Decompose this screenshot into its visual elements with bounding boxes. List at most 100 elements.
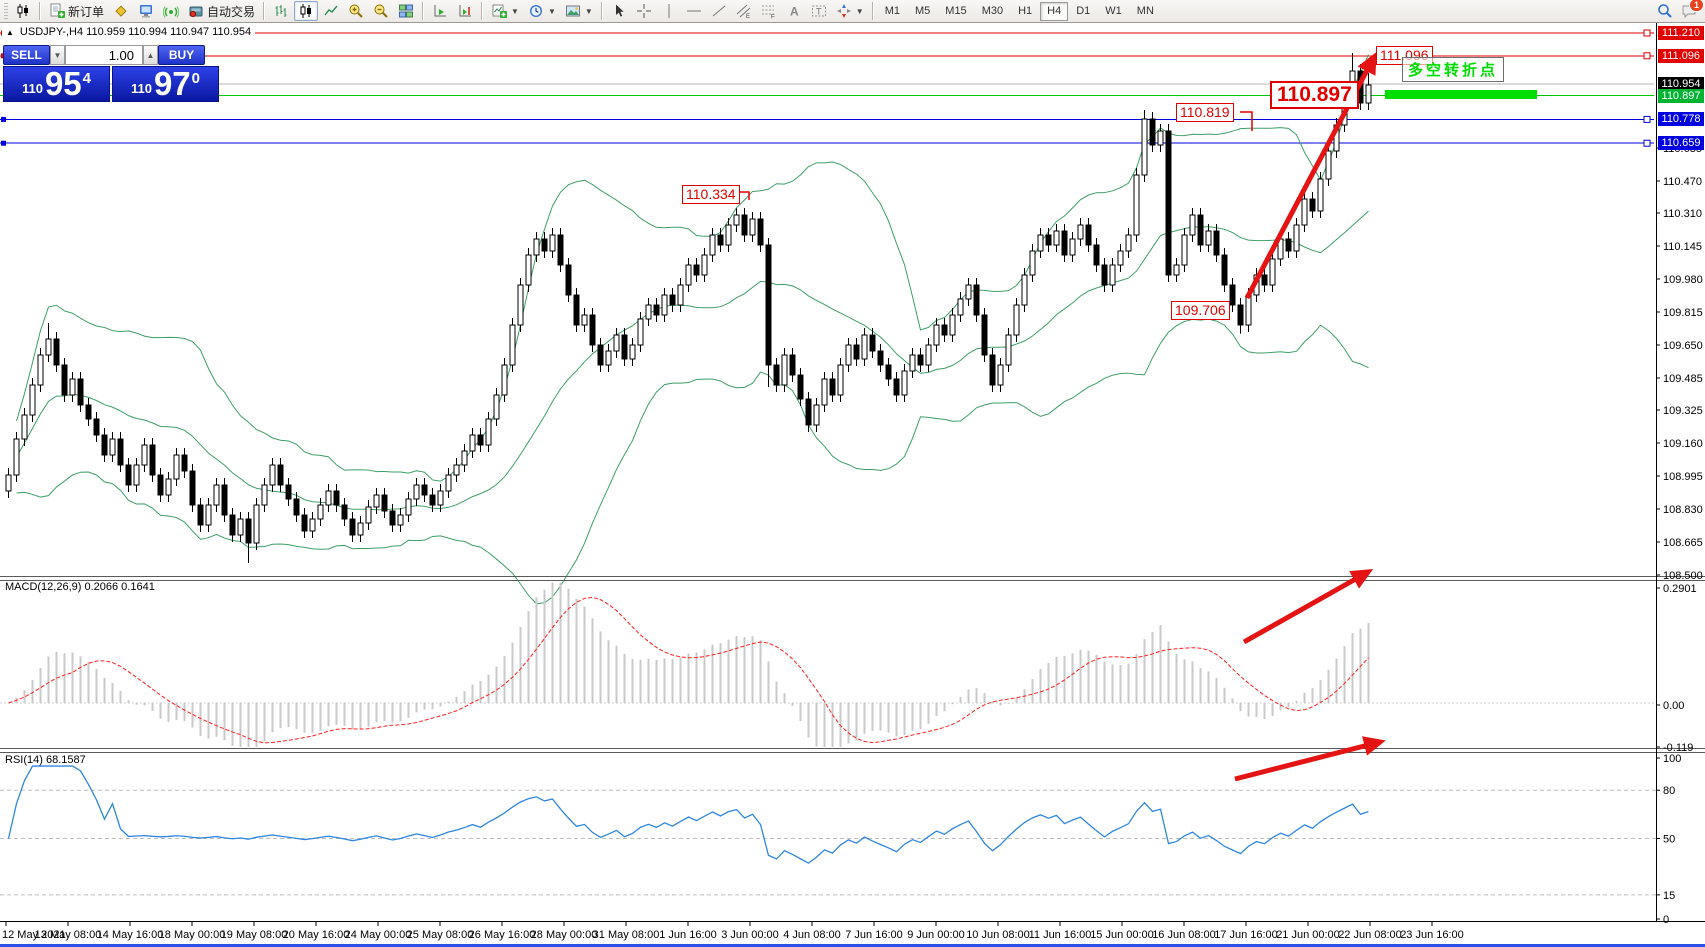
collapse-arrow-icon[interactable]: ▲: [6, 27, 14, 37]
svg-text:31 May 08:00: 31 May 08:00: [593, 929, 660, 941]
tab-h1[interactable]: H1: [1018, 5, 1033, 17]
new-chart-button[interactable]: ▼: [487, 1, 523, 21]
tab-m1[interactable]: M1: [884, 5, 900, 17]
annotation-110819[interactable]: 110.819: [1176, 103, 1234, 122]
svg-text:F: F: [771, 15, 775, 20]
candlestick-chart-icon: [300, 4, 312, 18]
tab-w1[interactable]: W1: [1105, 5, 1122, 17]
dropdown-caret: ▼: [511, 6, 519, 16]
volume-down-button[interactable]: ▼: [50, 45, 65, 65]
crosshair-button[interactable]: [632, 1, 656, 21]
auto-scroll-icon: [434, 5, 447, 17]
sell-price[interactable]: 110 95 4: [3, 66, 110, 102]
cursor-icon: [615, 4, 624, 17]
svg-text:0.2901: 0.2901: [1663, 583, 1697, 595]
separator: [871, 2, 874, 20]
svg-text:110.470: 110.470: [1663, 176, 1702, 188]
auto-scroll-button[interactable]: [428, 1, 452, 21]
annotation-110334[interactable]: 110.334: [682, 185, 740, 204]
volume-input[interactable]: 1.00: [65, 45, 143, 65]
trendline-button[interactable]: [707, 1, 731, 21]
autotrading-icon: [189, 6, 203, 18]
dropdown-caret: ▼: [584, 6, 593, 16]
new-order-button[interactable]: 新订单: [45, 1, 108, 21]
svg-text:E: E: [746, 14, 750, 19]
new-order-label: 新订单: [68, 4, 105, 19]
svg-text:0: 0: [1663, 914, 1669, 926]
zoom-out-icon: [374, 4, 388, 18]
text-button[interactable]: A: [782, 1, 806, 21]
svg-text:7 Jun 16:00: 7 Jun 16:00: [845, 929, 903, 941]
tab-m15[interactable]: M15: [945, 5, 967, 17]
turning-point-label[interactable]: 多空转折点: [1402, 57, 1505, 82]
expert-advisors-button[interactable]: [109, 1, 133, 21]
arrows-button[interactable]: ▼: [832, 1, 868, 21]
tab-h4[interactable]: H4: [1040, 1, 1069, 21]
tab-d1[interactable]: D1: [1076, 5, 1091, 17]
candlestick-chart-button[interactable]: [294, 1, 319, 21]
vertical-line-button[interactable]: [657, 1, 681, 21]
svg-text:109.815: 109.815: [1663, 307, 1703, 319]
volume-up-button[interactable]: ▲: [143, 45, 158, 65]
search-icon[interactable]: [1657, 3, 1673, 19]
chart-shift-button[interactable]: [453, 1, 477, 21]
templates-icon: [565, 5, 580, 17]
buy-button[interactable]: BUY: [158, 45, 205, 65]
svg-text:15: 15: [1663, 890, 1675, 902]
svg-text:80: 80: [1663, 785, 1675, 797]
svg-text:50: 50: [1663, 834, 1675, 846]
rsi-label: RSI(14) 68.1587: [5, 754, 86, 766]
chart-button[interactable]: [11, 1, 35, 21]
notifications-button[interactable]: 1: [1681, 0, 1704, 19]
bar-chart-button[interactable]: [269, 1, 293, 21]
terminal-button[interactable]: [134, 1, 158, 21]
autotrading-button[interactable]: 自动交易: [184, 1, 259, 21]
sell-button[interactable]: SELL: [3, 45, 50, 65]
tab-m5[interactable]: M5: [915, 5, 931, 17]
svg-text:0.00: 0.00: [1663, 700, 1684, 712]
svg-text:108.830: 108.830: [1663, 504, 1703, 516]
fibonacci-icon: F: [761, 5, 775, 20]
cursor-button[interactable]: [607, 1, 631, 21]
tile-windows-icon: [399, 4, 414, 18]
horizontal-line-button[interactable]: [682, 1, 706, 21]
dropdown-caret: ▼: [547, 6, 556, 16]
svg-text:109.325: 109.325: [1663, 405, 1703, 417]
macd-label: MACD(12,26,9) 0.2066 0.1641: [5, 581, 155, 593]
profiles-clock-icon: [529, 5, 542, 17]
svg-text:22 Jun 08:00: 22 Jun 08:00: [1338, 929, 1402, 941]
price-tag: 111.210: [1658, 26, 1704, 40]
channel-button[interactable]: E: [732, 1, 756, 21]
svg-text:109.160: 109.160: [1663, 438, 1703, 450]
separator: [600, 2, 603, 20]
expert-advisor-icon: [115, 5, 127, 17]
tile-windows-button[interactable]: [394, 1, 418, 21]
svg-text:24 May 00:00: 24 May 00:00: [345, 929, 412, 941]
svg-text:12 May 2021: 12 May 2021: [2, 929, 66, 941]
annotation-110897[interactable]: 110.897: [1270, 81, 1359, 109]
buy-price[interactable]: 110 97 0: [112, 66, 219, 102]
svg-text:13 May 08:00: 13 May 08:00: [35, 929, 102, 941]
profiles-button[interactable]: ▼: [524, 1, 560, 21]
signals-button[interactable]: [159, 1, 183, 21]
templates-button[interactable]: ▼: [561, 1, 597, 21]
sell-price-pips: 95: [44, 65, 82, 102]
price-tag: 110.954: [1658, 77, 1704, 92]
svg-text:109.980: 109.980: [1663, 274, 1703, 286]
zoom-in-icon: [349, 4, 363, 18]
svg-text:109.650: 109.650: [1663, 340, 1703, 352]
line-chart-button[interactable]: [319, 1, 343, 21]
fibonacci-button[interactable]: F: [757, 1, 781, 21]
zoom-in-button[interactable]: [344, 1, 368, 21]
tab-m30[interactable]: M30: [981, 5, 1004, 17]
annotation-109706[interactable]: 109.706: [1171, 301, 1230, 320]
svg-text:14 May 16:00: 14 May 16:00: [97, 929, 164, 941]
tab-mn[interactable]: MN: [1136, 5, 1154, 17]
svg-text:11 Jun 16:00: 11 Jun 16:00: [1029, 929, 1092, 941]
text-label-button[interactable]: T: [807, 1, 831, 21]
zoom-out-button[interactable]: [369, 1, 393, 21]
price-tag: 110.659: [1658, 136, 1704, 151]
sell-price-point: 4: [82, 70, 92, 87]
